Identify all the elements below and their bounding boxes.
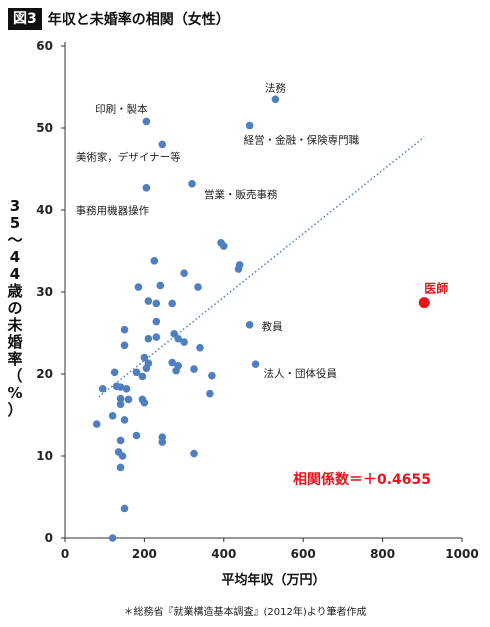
y-axis-label-char: 5 <box>9 214 21 232</box>
data-point <box>234 265 243 273</box>
data-point <box>116 400 125 409</box>
x-tick-label: 800 <box>370 547 395 561</box>
data-point <box>168 358 176 367</box>
data-point <box>116 383 125 391</box>
data-point-highlight <box>418 297 430 309</box>
data-point <box>156 281 165 290</box>
y-tick-label: 20 <box>36 367 53 381</box>
y-axis-label-char: 4 <box>9 248 21 266</box>
data-point <box>271 95 280 104</box>
y-tick-label: 30 <box>36 285 53 299</box>
data-point-label: 事務用機器操作 <box>76 204 150 217</box>
data-point <box>172 366 180 375</box>
data-point <box>108 412 117 420</box>
data-point <box>120 504 129 513</box>
y-axis-label-char: 〜 <box>7 231 23 249</box>
data-point-label: 印刷・製本 <box>95 102 148 115</box>
y-axis-label-char: 婚 <box>7 333 23 351</box>
data-point <box>116 463 125 472</box>
data-point <box>180 269 188 277</box>
data-point <box>124 395 133 404</box>
data-point <box>158 140 167 149</box>
y-tick-label: 50 <box>36 121 53 135</box>
data-point <box>196 343 204 352</box>
data-point <box>150 257 159 265</box>
y-axis-label-char: 率 <box>7 350 23 368</box>
data-point <box>142 117 151 126</box>
data-point <box>140 398 149 407</box>
data-point <box>245 121 254 130</box>
data-point-label: 経営・金融・保険専門職 <box>244 134 360 147</box>
data-point <box>120 416 129 424</box>
correlation-label: 相関係数＝＋0.4655 <box>293 471 431 488</box>
y-tick-label: 10 <box>36 449 53 463</box>
data-point-label: 医師 <box>424 281 448 296</box>
data-point <box>116 394 125 403</box>
data-point <box>251 360 260 368</box>
figure-header: 図3 年収と未婚率の相関（女性） <box>8 8 230 30</box>
data-point <box>220 242 228 250</box>
data-point <box>108 534 117 542</box>
y-axis-label: 3 5 〜 4 4 歳の未婚率（%） <box>4 198 26 419</box>
x-tick-label: 1000 <box>445 547 478 561</box>
y-axis-label-char: 未 <box>7 316 23 334</box>
figure-title: 年収と未婚率の相関（女性） <box>47 12 230 28</box>
y-axis-label-char: 4 <box>9 265 21 283</box>
data-point <box>158 438 167 446</box>
data-point <box>152 317 161 326</box>
data-point <box>92 420 101 428</box>
data-point <box>194 283 202 291</box>
data-point <box>245 321 254 329</box>
data-point <box>98 384 107 393</box>
data-point <box>188 179 196 188</box>
y-axis-label-char: 3 <box>9 197 21 215</box>
data-point <box>152 299 161 308</box>
data-point <box>144 297 153 305</box>
data-point <box>142 364 151 373</box>
x-tick-label: 600 <box>291 547 316 561</box>
data-point <box>138 372 147 381</box>
data-point-label: 美術家，デザイナー等 <box>76 150 181 163</box>
data-point <box>142 184 151 192</box>
data-point-label: 法人・団体役員 <box>264 367 338 380</box>
data-point <box>120 341 129 350</box>
y-tick-label: 40 <box>36 203 53 217</box>
data-point <box>132 431 141 440</box>
data-point <box>118 452 127 460</box>
x-tick-label: 200 <box>132 547 157 561</box>
data-point-label: 法務 <box>265 81 286 94</box>
trend-line <box>98 136 425 398</box>
source-note: ＊総務省『就業構造基本調査』(2012年)より筆者作成 <box>123 607 367 618</box>
figure-badge: 図3 <box>8 8 42 30</box>
data-point <box>152 333 161 341</box>
data-point <box>140 353 149 362</box>
data-point-label: 教員 <box>262 320 283 333</box>
data-point <box>122 384 131 393</box>
data-point <box>168 299 176 308</box>
data-point <box>206 389 214 398</box>
y-tick-label: 0 <box>45 531 53 545</box>
data-point <box>190 449 198 458</box>
data-point <box>190 365 198 373</box>
y-axis-label-char: の <box>7 299 23 317</box>
data-point <box>110 368 119 377</box>
x-axis-label: 平均年収（万円） <box>221 572 325 588</box>
data-point <box>134 283 143 291</box>
x-tick-label: 400 <box>211 547 236 561</box>
x-tick-label: 0 <box>61 547 69 561</box>
y-axis-label-char: （ <box>7 367 23 385</box>
y-axis-label-char: 歳 <box>7 282 23 300</box>
data-point <box>180 338 188 346</box>
y-axis-label-char: ） <box>7 401 23 419</box>
data-point <box>174 334 182 343</box>
data-point <box>144 334 153 343</box>
data-point <box>116 436 125 445</box>
y-axis-label-char: % <box>7 384 23 402</box>
data-point <box>132 368 141 377</box>
y-tick-label: 60 <box>36 39 53 53</box>
data-point <box>120 325 129 334</box>
data-point-label: 営業・販売事務 <box>204 188 278 201</box>
data-point <box>208 371 216 380</box>
